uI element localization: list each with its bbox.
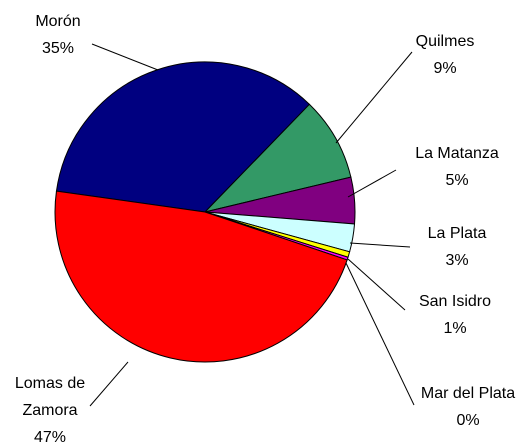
leader-line <box>335 51 413 144</box>
slice-label: Quilmes 9% <box>390 28 500 82</box>
leader-line <box>349 242 411 248</box>
value-label: 47% <box>33 429 67 444</box>
slice-label: La Matanza 5% <box>402 140 512 194</box>
leader-line <box>347 169 397 198</box>
pie-slice <box>203 103 352 213</box>
category-label: Morón <box>35 13 81 30</box>
value-label: 35% <box>41 40 75 57</box>
category-label: La Plata <box>427 225 487 242</box>
slice-label: Mar del Plata 0% <box>413 380 521 434</box>
slice-label: Lomas de Zamora 47% <box>10 370 90 444</box>
value-label: 1% <box>443 320 467 337</box>
category-label: Mar del Plata <box>420 385 516 402</box>
leader-line <box>91 43 159 71</box>
value-label: 3% <box>445 252 469 269</box>
leader-line <box>89 361 129 407</box>
slice-label: La Plata 3% <box>402 220 512 274</box>
value-label: 9% <box>433 60 457 77</box>
leader-line <box>347 258 406 311</box>
slice-label: Morón 35% <box>3 8 113 62</box>
category-label: Lomas de Zamora <box>14 375 86 419</box>
value-label: 5% <box>445 172 469 189</box>
category-label: Quilmes <box>415 33 475 50</box>
pie-slice <box>55 61 311 213</box>
value-label: 0% <box>456 412 480 429</box>
pie-slice <box>54 190 348 363</box>
category-label: San Isidro <box>418 293 492 310</box>
leader-line <box>345 262 415 406</box>
category-label: La Matanza <box>415 145 499 162</box>
slice-label: San Isidro 1% <box>400 288 510 342</box>
